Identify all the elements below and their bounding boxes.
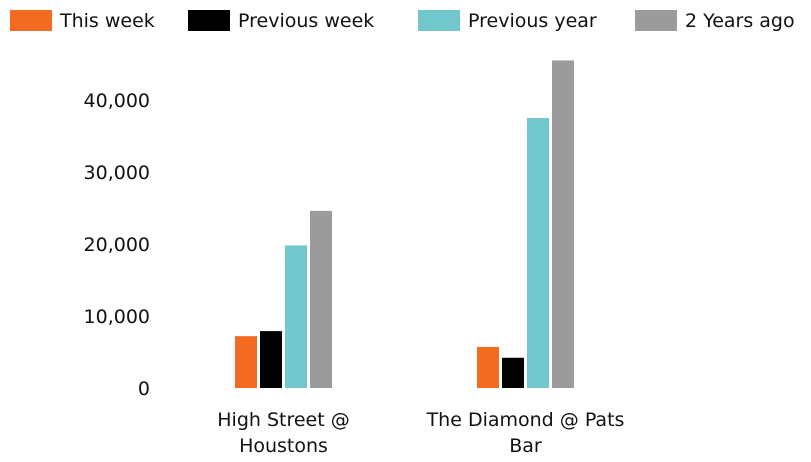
y-tick-label: 20,000 [84,234,150,256]
legend-swatch [635,10,677,31]
legend-swatch [418,10,460,31]
legend-swatch [10,10,52,31]
bar [552,60,574,389]
legend-label: Previous week [238,10,374,32]
bar [285,245,307,388]
y-axis: 0 10,000 20,000 30,000 40,000 [84,90,150,400]
legend-label: Previous year [468,10,597,32]
legend-label: 2 Years ago [685,10,795,32]
y-tick-label: 10,000 [84,306,150,328]
legend-label: This week [59,10,155,32]
bar [477,346,499,388]
y-tick-label: 30,000 [84,162,150,184]
y-tick-label: 40,000 [84,90,150,112]
category-label: High Street @ [217,409,349,431]
bar [260,331,282,388]
bar [235,336,257,388]
category-label-line2: Bar [509,435,542,457]
x-axis: High Street @ Houstons The Diamond @ Pats B… [217,409,624,457]
y-tick-label: 0 [138,378,150,400]
category-label: The Diamond @ Pats [426,409,625,431]
bars [235,60,574,389]
bar [527,118,549,388]
bar [310,210,332,388]
legend-swatch [188,10,230,31]
category-label-line2: Houstons [239,435,328,457]
bar [502,357,524,388]
legend: This week Previous week Previous year 2 Yea… [10,10,795,32]
